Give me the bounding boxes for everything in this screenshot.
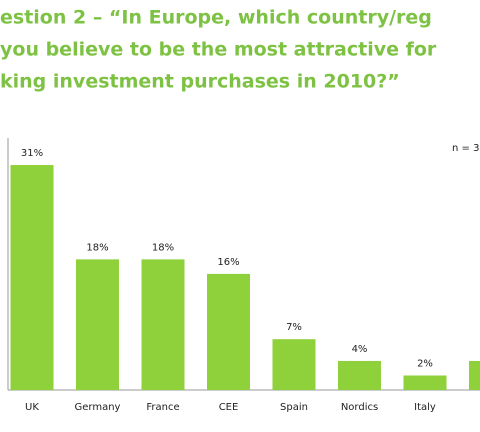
x-tick-label: UK [25,402,39,413]
value-label: 4% [352,344,368,355]
value-label: 2% [417,358,433,369]
value-label: 7% [286,322,302,333]
title-line: king investment purchases in 2010?” [0,71,400,93]
bar [141,259,185,390]
value-label: 31% [21,148,43,159]
x-tick-label: CEE [219,402,239,413]
value-label: 18% [86,242,108,253]
x-tick-label: Nordics [341,402,378,413]
value-label: 18% [152,242,174,253]
x-tick-label: France [146,402,179,413]
x-tick-label: Spain [280,402,308,413]
x-tick-label: Italy [414,402,436,413]
bar [338,360,381,390]
sample-size-note: n = 3 [452,143,479,154]
bar [76,259,119,390]
bar [207,273,250,390]
bar [403,375,447,390]
title-line: you believe to be the most attractive fo… [0,39,437,61]
bar [10,165,54,390]
x-tick-label: Germany [75,402,121,413]
bar [272,339,316,390]
bar [469,360,480,390]
title-line: estion 2 – “In Europe, which country/reg [0,7,432,29]
value-label: 16% [217,257,239,268]
